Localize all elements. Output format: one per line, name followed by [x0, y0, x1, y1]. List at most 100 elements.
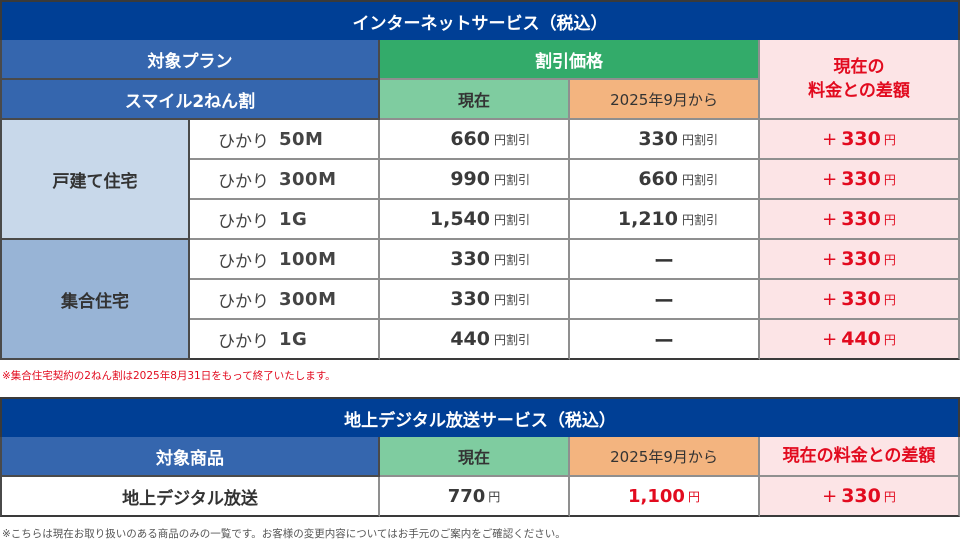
yen-unit: 円: [883, 212, 896, 227]
header-discount-price: 割引価格: [380, 40, 760, 80]
plus-sign: +: [822, 288, 838, 310]
diff-value: 440: [841, 328, 881, 350]
discount-unit: 円割引: [493, 172, 530, 187]
plan-name: ひかり 300M: [190, 280, 380, 320]
header-campaign: スマイル2ねん割: [0, 80, 380, 120]
header-current: 現在: [380, 437, 570, 477]
current-value: 330: [450, 288, 490, 310]
plan-prefix: ひかり: [218, 251, 269, 272]
sept-not-applicable: ー: [570, 240, 760, 280]
header-diff-line1: 現在の: [833, 57, 885, 77]
plan-speed: 1G: [279, 328, 308, 350]
current-value: 770: [447, 485, 486, 507]
plan-prefix: ひかり: [218, 131, 269, 152]
sept-not-applicable: ー: [570, 280, 760, 320]
product-name: 地上デジタル放送: [0, 477, 380, 517]
tv-table-title: 地上デジタル放送サービス（税込）: [0, 397, 960, 437]
current-discount: 660 円割引: [380, 120, 570, 160]
discount-unit: 円割引: [493, 212, 530, 227]
header-current: 現在: [380, 80, 570, 120]
current-value: 990: [450, 168, 490, 190]
header-target-product: 対象商品: [0, 437, 380, 477]
price-difference: +330 円: [760, 120, 960, 160]
header-price-difference: 現在の料金との差額: [760, 437, 960, 477]
plan-speed: 300M: [279, 288, 337, 310]
plan-speed: 1G: [279, 208, 308, 230]
sept-value: 660: [638, 168, 678, 190]
plan-name: ひかり 300M: [190, 160, 380, 200]
sept-value: 330: [638, 128, 678, 150]
plan-prefix: ひかり: [218, 331, 269, 352]
yen-unit: 円: [883, 332, 896, 347]
sept-not-applicable: ー: [570, 320, 760, 360]
current-discount: 1,540 円割引: [380, 200, 570, 240]
discount-unit: 円割引: [681, 172, 718, 187]
header-diff-line2: 料金との差額: [808, 81, 910, 101]
header-target-plan: 対象プラン: [0, 40, 380, 80]
yen-unit: 円: [883, 292, 896, 307]
price-difference: +330 円: [760, 200, 960, 240]
current-discount: 990 円割引: [380, 160, 570, 200]
plan-name: ひかり 100M: [190, 240, 380, 280]
current-price: 770 円: [380, 477, 570, 517]
discount-unit: 円割引: [493, 292, 530, 307]
current-discount: 330 円割引: [380, 240, 570, 280]
internet-table-title: インターネットサービス（税込）: [0, 0, 960, 40]
plus-sign: +: [822, 168, 838, 190]
internet-footnote: ※集合住宅契約の2ねん割は2025年8月31日をもって終了いたします。: [2, 370, 336, 382]
diff-value: 330: [841, 288, 881, 310]
price-difference: +330 円: [760, 240, 960, 280]
yen-unit: 円: [883, 252, 896, 267]
category-detached-house: 戸建て住宅: [0, 120, 190, 240]
plan-name: ひかり 50M: [190, 120, 380, 160]
header-from-sept: 2025年9月から: [570, 80, 760, 120]
discount-unit: 円割引: [493, 252, 530, 267]
yen-unit: 円: [883, 489, 896, 504]
current-discount: 440 円割引: [380, 320, 570, 360]
plus-sign: +: [822, 248, 838, 270]
discount-unit: 円割引: [493, 332, 530, 347]
category-apartment: 集合住宅: [0, 240, 190, 360]
plus-sign: +: [822, 208, 838, 230]
diff-value: 330: [841, 128, 881, 150]
header-price-difference: 現在の 料金との差額: [760, 40, 960, 120]
current-value: 1,540: [429, 208, 490, 230]
yen-unit: 円: [687, 489, 700, 504]
diff-value: 330: [841, 248, 881, 270]
sept-discount: 660 円割引: [570, 160, 760, 200]
current-discount: 330 円割引: [380, 280, 570, 320]
yen-unit: 円: [488, 489, 501, 504]
sept-value: 1,210: [617, 208, 678, 230]
plan-name: ひかり 1G: [190, 200, 380, 240]
tv-footnote: ※こちらは現在お取り扱いのある商品のみの一覧です。お客様の変更内容についてはお手…: [2, 528, 566, 540]
discount-unit: 円割引: [681, 132, 718, 147]
plan-prefix: ひかり: [218, 291, 269, 312]
price-difference: +330 円: [760, 477, 960, 517]
sept-value: 1,100: [628, 485, 685, 507]
diff-value: 330: [841, 485, 881, 507]
header-from-sept: 2025年9月から: [570, 437, 760, 477]
price-difference: +330 円: [760, 160, 960, 200]
plan-speed: 100M: [279, 248, 337, 270]
discount-unit: 円割引: [493, 132, 530, 147]
plan-speed: 300M: [279, 168, 337, 190]
discount-unit: 円割引: [681, 212, 718, 227]
plan-prefix: ひかり: [218, 171, 269, 192]
sept-discount: 1,210 円割引: [570, 200, 760, 240]
current-value: 660: [450, 128, 490, 150]
yen-unit: 円: [883, 172, 896, 187]
diff-value: 330: [841, 168, 881, 190]
plus-sign: +: [822, 328, 838, 350]
plan-prefix: ひかり: [218, 211, 269, 232]
plus-sign: +: [822, 485, 838, 507]
current-value: 440: [450, 328, 490, 350]
yen-unit: 円: [883, 132, 896, 147]
price-difference: +440 円: [760, 320, 960, 360]
plan-name: ひかり 1G: [190, 320, 380, 360]
plan-speed: 50M: [279, 128, 324, 150]
diff-value: 330: [841, 208, 881, 230]
sept-discount: 330 円割引: [570, 120, 760, 160]
price-difference: +330 円: [760, 280, 960, 320]
current-value: 330: [450, 248, 490, 270]
plus-sign: +: [822, 128, 838, 150]
